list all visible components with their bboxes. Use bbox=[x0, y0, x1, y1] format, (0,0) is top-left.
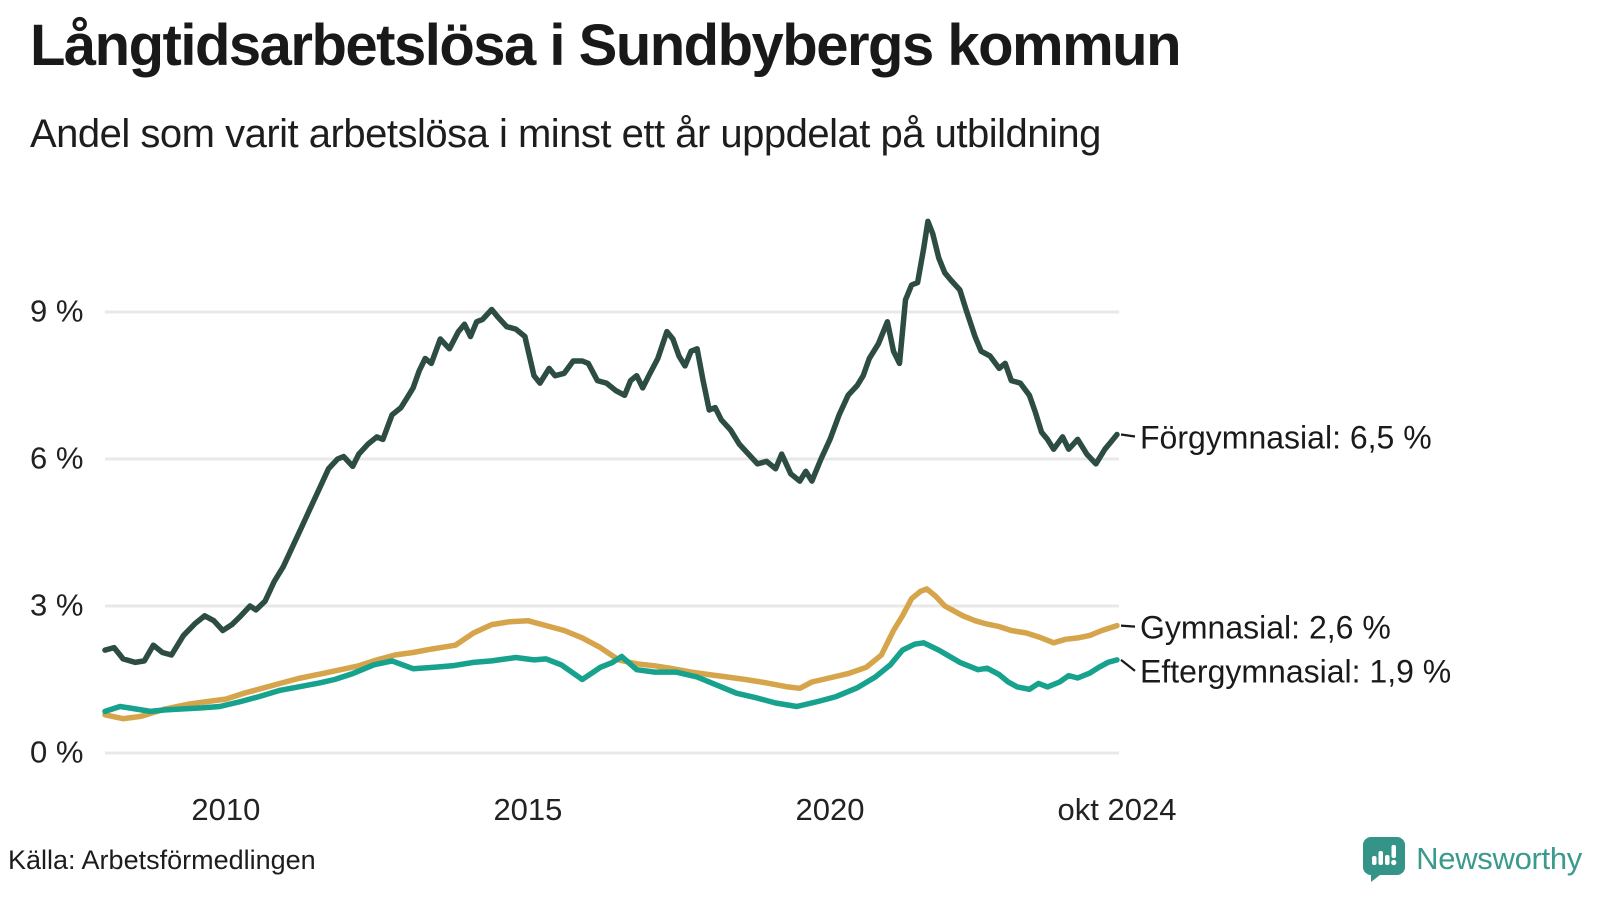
series-line-eftergymnasial bbox=[102, 640, 1120, 715]
series-line-gymnasial bbox=[102, 586, 1120, 722]
page-subtitle: Andel som varit arbetslösa i minst ett å… bbox=[30, 112, 1101, 156]
connector-line bbox=[1120, 624, 1136, 628]
newsworthy-wordmark: Newsworthy bbox=[1416, 841, 1582, 876]
y-tick-label: 9 % bbox=[30, 293, 84, 329]
x-tick-label: okt 2024 bbox=[1057, 792, 1177, 827]
connector-line bbox=[1120, 659, 1136, 672]
page-title: Långtidsarbetslösa i Sundbybergs kommun bbox=[30, 13, 1182, 78]
connector-line bbox=[1120, 433, 1136, 438]
series-label-gymnasial: Gymnasial: 2,6 % bbox=[1140, 609, 1391, 646]
series-label-forgymnasial: Förgymnasial: 6,5 % bbox=[1140, 419, 1432, 455]
y-tick-label: 3 % bbox=[30, 587, 84, 623]
y-tick-label: 6 % bbox=[30, 440, 84, 476]
series-line-forgymnasial bbox=[102, 218, 1120, 666]
label-connectors bbox=[1120, 433, 1136, 672]
bar-chart-glyph bbox=[1372, 845, 1397, 866]
newsworthy-logo-icon bbox=[1362, 836, 1406, 882]
newsworthy-logo[interactable]: Newsworthy bbox=[1362, 836, 1582, 882]
source-note: Källa: Arbetsförmedlingen bbox=[8, 845, 316, 875]
series-label-eftergymnasial: Eftergymnasial: 1,9 % bbox=[1140, 653, 1452, 690]
x-tick-label: 2015 bbox=[493, 792, 563, 827]
x-tick-label: 2020 bbox=[795, 792, 865, 827]
y-tick-label: 0 % bbox=[30, 734, 84, 770]
x-tick-label: 2010 bbox=[191, 792, 261, 827]
speech-bubble-shape bbox=[1363, 837, 1406, 882]
series-lines bbox=[102, 218, 1120, 722]
